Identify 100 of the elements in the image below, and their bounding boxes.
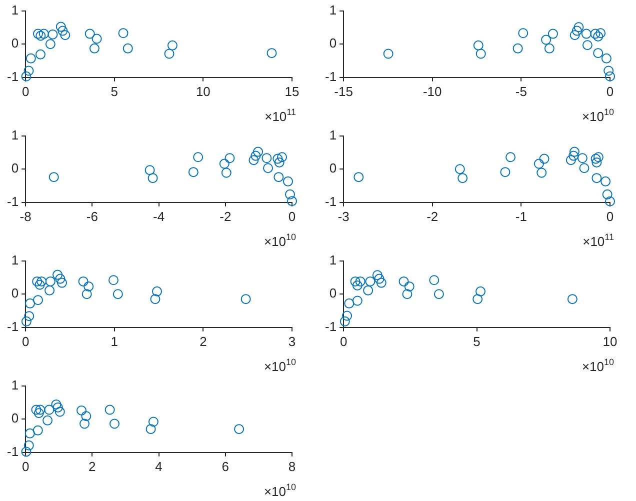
- y-tick-label: -1: [6, 318, 19, 334]
- point: [56, 22, 66, 32]
- point: [42, 415, 53, 426]
- point: [473, 40, 484, 50]
- point: [581, 28, 592, 39]
- point: [548, 28, 558, 39]
- y-tick-label: -1: [324, 68, 337, 84]
- point: [240, 294, 251, 304]
- point: [374, 274, 384, 284]
- y-tick-label: -1: [324, 318, 337, 334]
- point: [590, 154, 601, 164]
- x-tick-label: 15: [284, 84, 300, 99]
- point: [58, 26, 68, 36]
- point: [454, 164, 465, 174]
- point: [342, 310, 352, 321]
- point: [593, 31, 604, 42]
- point: [574, 22, 584, 32]
- point: [21, 71, 32, 82]
- point: [518, 28, 528, 38]
- point: [152, 286, 162, 296]
- point: [35, 49, 46, 60]
- point: [566, 155, 576, 166]
- y-tick-label: 0: [329, 160, 337, 176]
- x-tick-label: -15: [334, 84, 353, 99]
- y-tick-label: 1: [329, 252, 337, 268]
- point: [372, 270, 382, 280]
- point: [596, 28, 606, 38]
- point: [32, 295, 43, 306]
- point: [31, 404, 42, 415]
- y-tick-label: 1: [11, 377, 19, 392]
- point: [32, 28, 43, 39]
- point: [266, 48, 277, 58]
- point: [32, 425, 43, 436]
- point: [506, 152, 516, 162]
- point: [26, 53, 36, 64]
- point: [80, 418, 90, 429]
- x-tick-label: 0: [22, 458, 30, 474]
- point: [44, 404, 54, 415]
- point: [44, 285, 55, 296]
- point: [35, 404, 46, 415]
- point: [352, 296, 362, 306]
- point: [500, 167, 510, 178]
- point: [287, 196, 297, 206]
- point: [355, 276, 366, 286]
- y-tick-label: 0: [11, 36, 19, 51]
- point: [277, 152, 288, 162]
- point: [234, 424, 244, 434]
- point: [52, 402, 63, 412]
- point: [340, 316, 350, 326]
- y-tick-label: 1: [329, 2, 337, 18]
- x-tick-label: 10: [602, 334, 618, 349]
- point: [476, 48, 486, 59]
- point: [592, 173, 602, 184]
- point: [148, 416, 158, 427]
- x-tick-label: -5: [515, 84, 527, 99]
- point: [398, 276, 409, 286]
- point: [536, 168, 547, 178]
- point: [248, 155, 259, 166]
- point: [582, 40, 592, 50]
- point: [32, 276, 42, 286]
- x-tick-label: 0: [340, 334, 348, 349]
- point: [274, 157, 284, 168]
- point: [579, 163, 590, 174]
- y-tick-label: 0: [11, 410, 19, 426]
- point: [84, 28, 95, 39]
- x-tick-label: 0: [22, 334, 30, 349]
- y-tick-label: 0: [329, 36, 337, 51]
- point: [605, 71, 615, 82]
- point: [458, 173, 468, 184]
- x-tick-label: 0: [606, 208, 614, 224]
- y-tick-label: 1: [11, 127, 19, 142]
- point: [144, 165, 155, 176]
- y-tick-label: -1: [6, 444, 19, 459]
- point: [404, 281, 414, 292]
- point: [539, 154, 550, 164]
- point: [262, 153, 272, 164]
- point: [24, 428, 35, 438]
- point: [593, 152, 604, 162]
- point: [263, 163, 274, 174]
- x-tick-label: 5: [473, 334, 480, 349]
- x-tick-label: -2: [220, 208, 232, 224]
- point: [283, 176, 294, 186]
- point: [82, 289, 92, 300]
- point: [84, 281, 94, 292]
- point: [188, 167, 198, 178]
- point: [274, 172, 284, 182]
- point: [51, 399, 62, 410]
- point: [602, 189, 612, 200]
- point: [352, 280, 362, 290]
- point: [221, 168, 232, 178]
- x-tick-label: -8: [20, 208, 32, 224]
- point: [34, 280, 45, 290]
- point: [148, 173, 158, 184]
- point: [601, 53, 612, 64]
- y-tick-label: -1: [6, 68, 19, 84]
- point: [21, 316, 32, 326]
- point: [572, 26, 582, 36]
- point: [253, 146, 264, 157]
- point: [577, 153, 588, 164]
- point: [272, 154, 283, 164]
